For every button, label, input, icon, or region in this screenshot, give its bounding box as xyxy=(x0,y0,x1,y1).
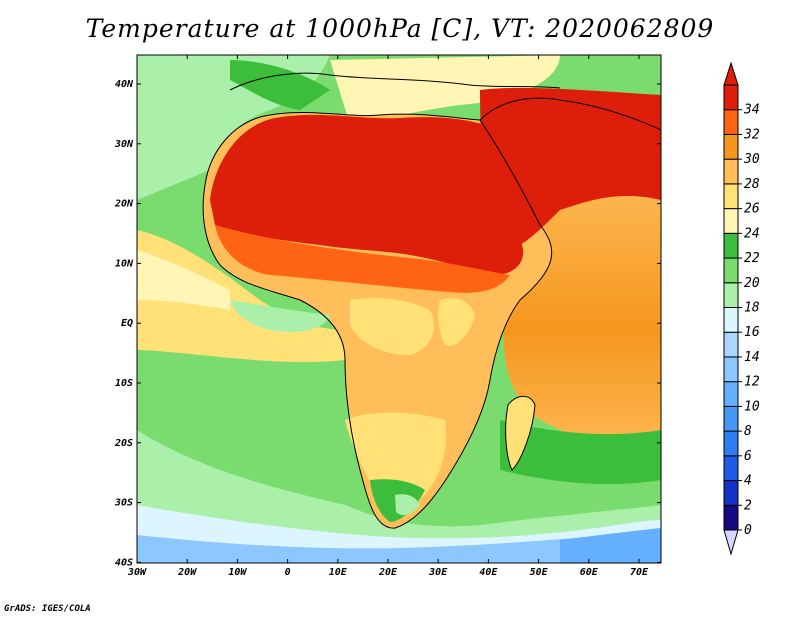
east-africa-highlands xyxy=(437,298,475,346)
south-africa-cool xyxy=(395,494,420,516)
africa-coastline xyxy=(202,111,553,529)
lat-tick-label: 40S xyxy=(115,557,133,568)
colorbar-label: 28 xyxy=(744,177,760,192)
colorbar-label: 0 xyxy=(744,523,752,538)
lon-tick-label: 20E xyxy=(378,567,398,578)
lat-tick-label: 40N xyxy=(115,79,134,90)
colorbar-box xyxy=(723,208,739,234)
lat-tick-label: EQ xyxy=(121,318,133,329)
colorbar-label: 34 xyxy=(743,103,760,118)
colorbar-box xyxy=(723,405,739,432)
lon-tick-label: 30W xyxy=(127,567,147,578)
south-coldest-patch xyxy=(560,528,661,563)
southern-africa-mild xyxy=(345,412,447,509)
arabia-hot xyxy=(480,87,661,251)
lat-tick-label: 10N xyxy=(115,258,134,269)
latitude-axis: 40N 30N 20N 10N EQ 10S 20S 30S 40S xyxy=(114,79,661,568)
colorbar-box xyxy=(723,232,739,259)
colorbar-box xyxy=(723,480,739,506)
map-title: Temperature at 1000hPa [C], VT: 20200628… xyxy=(85,14,715,43)
colorbar-box xyxy=(723,331,739,358)
southern-indian-green xyxy=(500,420,661,485)
colorbar-label: 12 xyxy=(744,375,760,390)
colorbar-box xyxy=(723,430,739,457)
lat-tick-label: 20N xyxy=(114,199,134,210)
colorbar-box xyxy=(723,381,739,407)
mediterranean-pale xyxy=(330,55,560,125)
map-field xyxy=(137,55,661,563)
colorbar-box xyxy=(723,84,739,111)
lat-tick-label: 10S xyxy=(115,378,133,389)
colorbar-label: 8 xyxy=(744,424,752,439)
madagascar-coastline xyxy=(505,395,536,471)
colorbar-label: 6 xyxy=(744,449,752,464)
colorbar-label: 30 xyxy=(743,152,760,167)
colorbar-label: 32 xyxy=(743,127,760,142)
lon-tick-label: 70E xyxy=(630,567,649,578)
map-frame xyxy=(136,54,662,564)
colorbar-label: 24 xyxy=(744,226,760,241)
lon-tick-label: 10E xyxy=(329,567,348,578)
lon-tick-label: 30E xyxy=(428,567,448,578)
mediterranean-coastline xyxy=(229,72,561,91)
colorbar-box xyxy=(723,307,739,333)
colorbar-label: 16 xyxy=(744,325,760,340)
lon-tick-label: 40E xyxy=(479,567,498,578)
gulf-of-guinea-cool xyxy=(230,300,330,332)
colorbar-box xyxy=(723,282,739,308)
lat-tick-label: 30S xyxy=(114,498,133,509)
south-colder-band xyxy=(137,530,661,563)
colorbar-lower-arrow xyxy=(723,529,739,556)
congo-mild xyxy=(350,298,434,355)
colorbar-box xyxy=(723,158,739,185)
colorbar-label: 10 xyxy=(744,399,760,414)
tropical-atlantic-pale xyxy=(137,250,230,310)
sahara-hot xyxy=(210,114,524,275)
colorbar-box xyxy=(723,183,739,210)
colorbar-label: 14 xyxy=(744,350,760,365)
sahel-band xyxy=(215,225,510,293)
colorbar-box xyxy=(723,133,739,160)
lat-tick-label: 20S xyxy=(114,438,133,449)
colorbar-upper-arrow xyxy=(723,61,739,86)
colorbar-box xyxy=(723,109,739,135)
lat-tick-label: 30N xyxy=(114,139,134,150)
lon-tick-label: 10W xyxy=(228,567,247,578)
colorbar-label: 18 xyxy=(744,301,760,316)
madagascar xyxy=(505,396,535,470)
colorbar-box xyxy=(723,257,739,284)
lon-tick-label: 60E xyxy=(580,567,599,578)
lon-tick-label: 20W xyxy=(177,567,197,578)
colorbar-label: 20 xyxy=(744,276,760,291)
colorbar-label: 22 xyxy=(744,251,760,266)
colorbar-label: 4 xyxy=(744,474,752,489)
colorbar-label: 2 xyxy=(744,498,752,513)
lon-tick-label: 50E xyxy=(530,567,549,578)
colorbar-box xyxy=(723,504,739,531)
middle-east-coastline xyxy=(479,97,661,131)
colorbar-box xyxy=(723,455,739,482)
grads-credit: GrADS: IGES/COLA xyxy=(4,604,91,614)
colorbar-label: 26 xyxy=(744,202,760,217)
colorbar-box xyxy=(723,356,739,383)
lon-tick-label: 0 xyxy=(285,567,291,578)
longitude-axis: 30W 20W 10W 0 10E 20E 30E 40E 50E 60E 70E xyxy=(127,55,649,578)
iberia-green xyxy=(230,60,330,110)
